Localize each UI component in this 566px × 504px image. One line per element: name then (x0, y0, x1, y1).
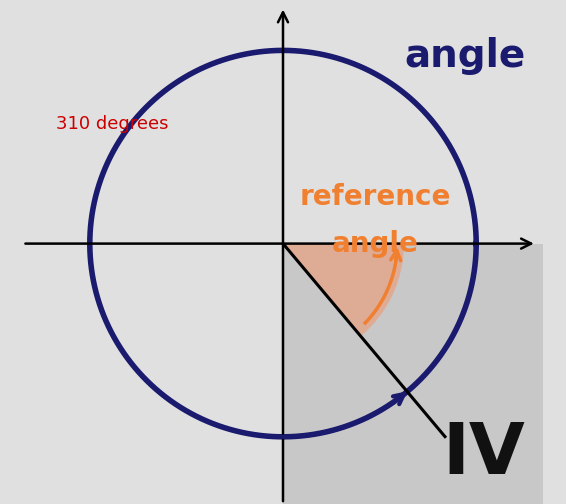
Bar (283, 243, 543, 504)
Text: 310 degrees: 310 degrees (56, 115, 169, 134)
Text: angle: angle (332, 230, 419, 258)
Wedge shape (283, 243, 404, 336)
Text: reference: reference (300, 182, 451, 211)
Text: IV: IV (443, 420, 525, 489)
Text: angle: angle (404, 37, 525, 75)
